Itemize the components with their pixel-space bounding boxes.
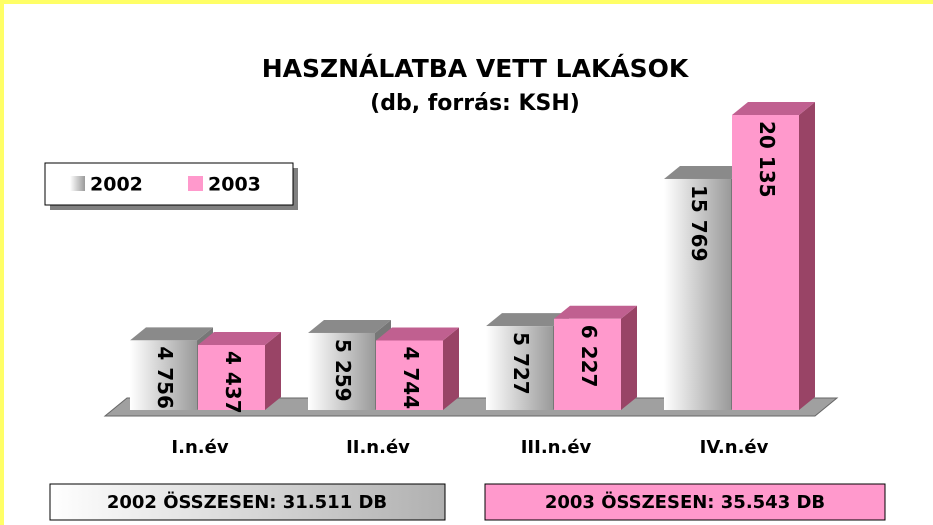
value-label: 5 259	[331, 339, 355, 402]
bar	[664, 178, 731, 410]
value-label: 4 744	[399, 346, 423, 409]
bar	[376, 340, 443, 410]
value-label: 20 135	[755, 121, 779, 198]
legend	[44, 162, 294, 206]
total-box-2002	[49, 483, 446, 521]
x-tick-label: IV.n.év	[700, 437, 769, 458]
bar-top	[486, 313, 569, 327]
x-tick-label: I.n.év	[171, 437, 228, 458]
bar	[732, 115, 799, 410]
x-tick-label: III.n.év	[521, 437, 592, 458]
bar-top	[554, 305, 637, 319]
total-label: 2003 ÖSSZESEN: 35.543 DB	[545, 491, 825, 513]
bar	[554, 318, 621, 410]
bar-top	[308, 319, 391, 333]
bar-top	[130, 327, 213, 341]
legend-swatch	[188, 176, 203, 191]
value-label: 5 727	[509, 332, 533, 395]
value-label: 4 437	[221, 351, 245, 414]
bar	[198, 344, 265, 410]
floor	[103, 397, 839, 417]
bar	[130, 340, 197, 410]
value-label: 15 769	[687, 185, 711, 262]
total-box-2003	[484, 483, 886, 521]
bar-top	[664, 165, 747, 179]
bar-top	[732, 102, 815, 115]
legend-label: 2003	[208, 174, 261, 196]
chart-title: HASZNÁLATBA VETT LAKÁSOK	[262, 54, 690, 83]
bar	[308, 332, 375, 410]
chart-subtitle: (db, forrás: KSH)	[370, 91, 580, 116]
bar-side	[621, 305, 637, 410]
value-label: 6 227	[577, 325, 601, 388]
total-label: 2002 ÖSSZESEN: 31.511 DB	[107, 491, 387, 513]
legend-label: 2002	[90, 174, 143, 196]
bar-side	[799, 102, 815, 410]
x-tick-label: II.n.év	[346, 437, 410, 458]
bar-top	[376, 327, 459, 341]
value-label: 4 756	[153, 346, 177, 409]
legend-swatch	[70, 176, 85, 191]
bar-top	[198, 331, 281, 345]
bar-side	[265, 331, 281, 410]
bar-side	[443, 327, 459, 410]
bar	[486, 326, 553, 410]
